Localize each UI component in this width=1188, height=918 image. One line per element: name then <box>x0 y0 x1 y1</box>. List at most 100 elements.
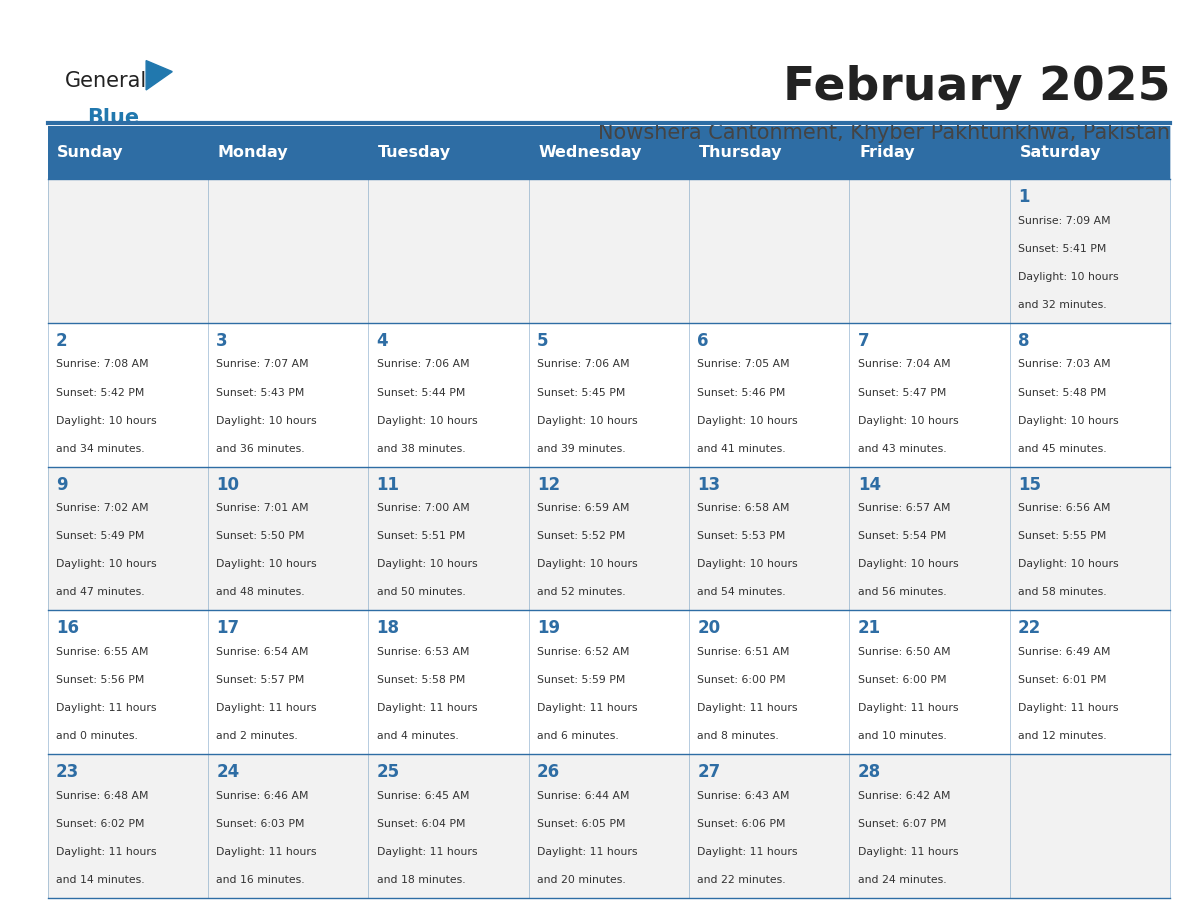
Bar <box>529 466 689 610</box>
Bar <box>48 323 208 466</box>
Text: 18: 18 <box>377 620 399 637</box>
Text: Daylight: 10 hours: Daylight: 10 hours <box>537 559 638 569</box>
Text: Daylight: 11 hours: Daylight: 11 hours <box>697 703 798 713</box>
Text: Daylight: 10 hours: Daylight: 10 hours <box>697 559 798 569</box>
Text: Daylight: 10 hours: Daylight: 10 hours <box>377 559 478 569</box>
Bar <box>689 466 849 610</box>
Bar <box>208 754 368 898</box>
Text: Daylight: 10 hours: Daylight: 10 hours <box>1018 416 1119 426</box>
Text: Daylight: 10 hours: Daylight: 10 hours <box>56 416 157 426</box>
Bar <box>689 323 849 466</box>
Text: Daylight: 11 hours: Daylight: 11 hours <box>377 846 478 856</box>
Text: Sunrise: 7:05 AM: Sunrise: 7:05 AM <box>697 360 790 369</box>
Text: Sunset: 5:50 PM: Sunset: 5:50 PM <box>216 532 304 542</box>
Text: Sunrise: 7:09 AM: Sunrise: 7:09 AM <box>1018 216 1111 226</box>
Text: Sunrise: 6:53 AM: Sunrise: 6:53 AM <box>377 647 469 657</box>
Text: Sunday: Sunday <box>57 145 124 160</box>
Text: Daylight: 11 hours: Daylight: 11 hours <box>377 703 478 713</box>
Text: and 12 minutes.: and 12 minutes. <box>1018 731 1107 741</box>
Text: Daylight: 10 hours: Daylight: 10 hours <box>858 416 959 426</box>
Text: Sunrise: 7:08 AM: Sunrise: 7:08 AM <box>56 360 148 369</box>
Text: Sunset: 5:52 PM: Sunset: 5:52 PM <box>537 532 625 542</box>
Text: and 50 minutes.: and 50 minutes. <box>377 588 466 598</box>
Text: Sunrise: 7:01 AM: Sunrise: 7:01 AM <box>216 503 309 513</box>
Text: 8: 8 <box>1018 332 1030 350</box>
Text: Daylight: 10 hours: Daylight: 10 hours <box>56 559 157 569</box>
Text: 27: 27 <box>697 763 721 781</box>
Bar <box>48 126 208 179</box>
Text: and 36 minutes.: and 36 minutes. <box>216 443 305 453</box>
Text: Daylight: 10 hours: Daylight: 10 hours <box>216 559 317 569</box>
Bar <box>208 466 368 610</box>
Bar <box>48 610 208 754</box>
Text: Daylight: 11 hours: Daylight: 11 hours <box>56 703 157 713</box>
Text: Sunrise: 7:07 AM: Sunrise: 7:07 AM <box>216 360 309 369</box>
Text: Sunset: 5:47 PM: Sunset: 5:47 PM <box>858 387 946 397</box>
Text: and 52 minutes.: and 52 minutes. <box>537 588 626 598</box>
Text: Daylight: 11 hours: Daylight: 11 hours <box>1018 703 1119 713</box>
Text: Sunset: 5:43 PM: Sunset: 5:43 PM <box>216 387 304 397</box>
Text: and 4 minutes.: and 4 minutes. <box>377 731 459 741</box>
Text: and 18 minutes.: and 18 minutes. <box>377 875 466 885</box>
Text: and 22 minutes.: and 22 minutes. <box>697 875 786 885</box>
Text: and 10 minutes.: and 10 minutes. <box>858 731 947 741</box>
Bar <box>1010 754 1170 898</box>
Text: Sunrise: 6:50 AM: Sunrise: 6:50 AM <box>858 647 950 657</box>
Text: Sunset: 6:03 PM: Sunset: 6:03 PM <box>216 819 304 829</box>
Bar <box>48 466 208 610</box>
Text: Blue: Blue <box>87 107 139 128</box>
Bar <box>689 126 849 179</box>
Bar <box>1010 126 1170 179</box>
Text: February 2025: February 2025 <box>783 64 1170 110</box>
Text: Sunrise: 6:48 AM: Sunrise: 6:48 AM <box>56 790 148 800</box>
Text: and 32 minutes.: and 32 minutes. <box>1018 300 1107 310</box>
Text: 6: 6 <box>697 332 709 350</box>
Text: Sunset: 5:56 PM: Sunset: 5:56 PM <box>56 675 144 685</box>
Bar <box>689 754 849 898</box>
Text: Daylight: 11 hours: Daylight: 11 hours <box>858 703 959 713</box>
Text: Monday: Monday <box>217 145 289 160</box>
Text: and 43 minutes.: and 43 minutes. <box>858 443 947 453</box>
Text: Sunset: 5:53 PM: Sunset: 5:53 PM <box>697 532 785 542</box>
Bar <box>1010 466 1170 610</box>
Bar <box>368 179 529 323</box>
Text: 3: 3 <box>216 332 228 350</box>
Text: 22: 22 <box>1018 620 1042 637</box>
Text: 1: 1 <box>1018 188 1030 207</box>
Text: and 56 minutes.: and 56 minutes. <box>858 588 947 598</box>
Bar <box>368 754 529 898</box>
Text: Daylight: 10 hours: Daylight: 10 hours <box>216 416 317 426</box>
Text: Sunset: 5:55 PM: Sunset: 5:55 PM <box>1018 532 1106 542</box>
Text: Sunset: 6:02 PM: Sunset: 6:02 PM <box>56 819 144 829</box>
Text: Sunset: 6:06 PM: Sunset: 6:06 PM <box>697 819 785 829</box>
Text: Sunset: 6:05 PM: Sunset: 6:05 PM <box>537 819 625 829</box>
Text: 28: 28 <box>858 763 880 781</box>
Text: Sunset: 5:58 PM: Sunset: 5:58 PM <box>377 675 465 685</box>
Text: Daylight: 10 hours: Daylight: 10 hours <box>858 559 959 569</box>
Text: and 20 minutes.: and 20 minutes. <box>537 875 626 885</box>
Text: and 54 minutes.: and 54 minutes. <box>697 588 786 598</box>
Bar <box>48 179 208 323</box>
Bar <box>849 323 1010 466</box>
Bar <box>208 126 368 179</box>
Text: Sunrise: 6:56 AM: Sunrise: 6:56 AM <box>1018 503 1111 513</box>
Bar <box>689 179 849 323</box>
Text: Sunrise: 6:45 AM: Sunrise: 6:45 AM <box>377 790 469 800</box>
Bar <box>48 754 208 898</box>
Text: and 39 minutes.: and 39 minutes. <box>537 443 626 453</box>
Text: and 2 minutes.: and 2 minutes. <box>216 731 298 741</box>
Text: Sunset: 5:48 PM: Sunset: 5:48 PM <box>1018 387 1106 397</box>
Text: Saturday: Saturday <box>1019 145 1101 160</box>
Bar <box>849 610 1010 754</box>
Text: Daylight: 11 hours: Daylight: 11 hours <box>858 846 959 856</box>
Text: and 16 minutes.: and 16 minutes. <box>216 875 305 885</box>
Bar <box>368 323 529 466</box>
Bar <box>368 610 529 754</box>
Text: Sunrise: 6:55 AM: Sunrise: 6:55 AM <box>56 647 148 657</box>
Text: and 14 minutes.: and 14 minutes. <box>56 875 145 885</box>
Text: Daylight: 11 hours: Daylight: 11 hours <box>56 846 157 856</box>
Text: 14: 14 <box>858 476 880 494</box>
Text: Daylight: 11 hours: Daylight: 11 hours <box>537 703 638 713</box>
Text: Sunrise: 6:49 AM: Sunrise: 6:49 AM <box>1018 647 1111 657</box>
Text: and 24 minutes.: and 24 minutes. <box>858 875 947 885</box>
